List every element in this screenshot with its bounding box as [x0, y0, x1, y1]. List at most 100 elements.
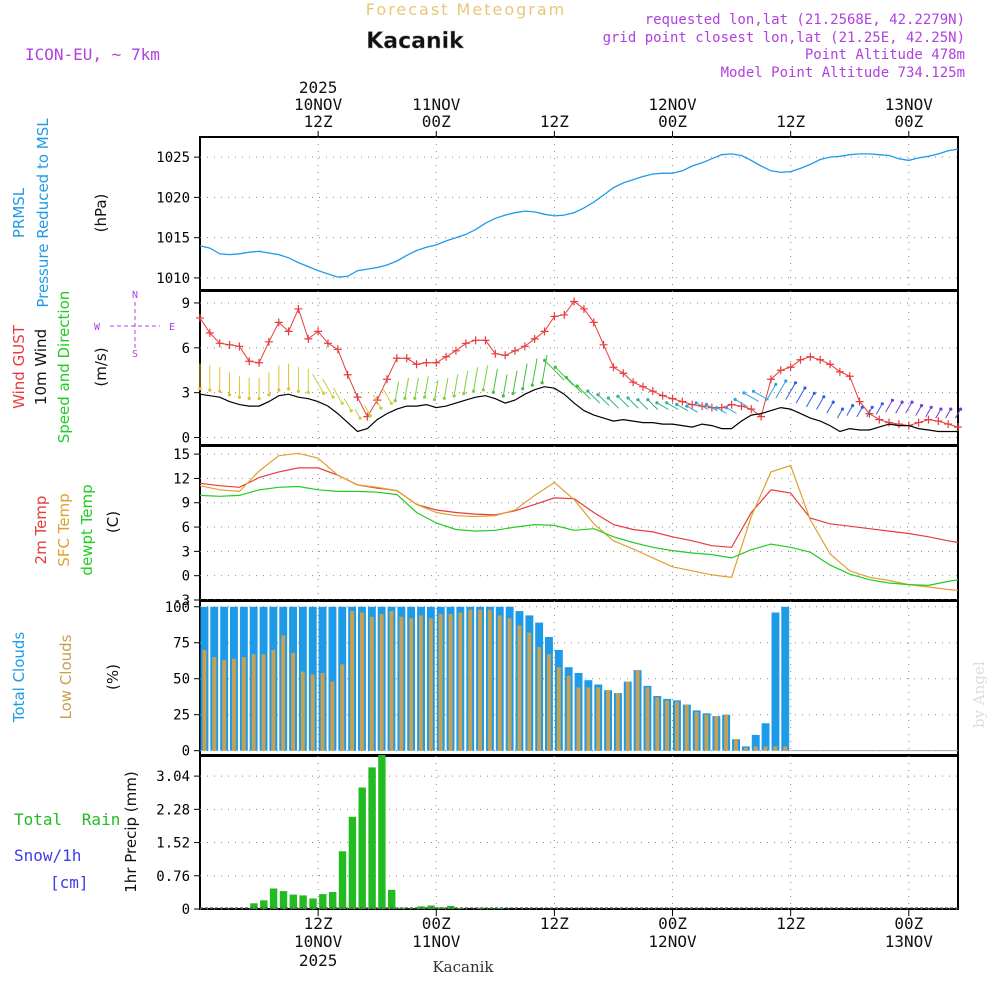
wind-gust-marker — [314, 327, 323, 336]
wind-gust-marker — [461, 339, 470, 348]
wind-direction-arrow — [816, 396, 825, 410]
low-clouds-bar — [537, 647, 542, 751]
wind-gust-marker — [776, 366, 785, 375]
wind-direction-arrow — [875, 403, 883, 415]
requested-lonlat: requested lon,lat (21.2568E, 42.2279N) — [645, 12, 965, 28]
wind-arrow-head — [389, 401, 393, 405]
top-hour-label: 12Z — [776, 112, 805, 131]
wind-gust-marker — [619, 369, 628, 378]
low-clouds-bar — [330, 681, 335, 751]
wind-arrow-head — [831, 400, 835, 404]
wind-gust-marker — [579, 304, 588, 313]
total-rain-label: Total Rain — [14, 810, 120, 829]
wind-gust-marker — [245, 357, 254, 366]
wind-arrow-head — [530, 383, 534, 387]
wind-direction-arrow — [666, 402, 679, 410]
wind-gust-marker — [540, 327, 549, 336]
low-clouds-bar — [320, 673, 325, 751]
top-hour-label: 12Z — [304, 112, 333, 131]
wind-arrow-head — [358, 416, 362, 420]
wind-panel: Wind GUST 10m Wind Speed and Direction (… — [10, 290, 963, 447]
wind-gust-marker — [284, 327, 293, 336]
wind-gust-marker — [944, 420, 953, 429]
wind-arrow-head — [840, 407, 845, 411]
panel-frame — [199, 445, 959, 601]
rain-bar — [388, 889, 396, 909]
wind-gust-marker — [274, 318, 283, 327]
rain-bar — [299, 895, 307, 909]
wind-direction-arrow — [443, 377, 449, 399]
wind-arrow-head — [704, 402, 709, 406]
rain-bar — [348, 816, 357, 909]
wind-direction-arrow — [836, 408, 843, 419]
wind-gust-marker — [550, 312, 559, 321]
bottom-date-label: 13NOV — [885, 932, 934, 951]
wind-direction-arrow — [765, 384, 777, 402]
wind-direction-arrow — [473, 367, 479, 392]
low-clouds-bar — [300, 671, 305, 751]
temp-unit: (C) — [104, 511, 122, 533]
wind-direction-arrow — [935, 408, 942, 419]
wind-gust-marker — [215, 339, 224, 348]
y-tick-label: 3 — [182, 544, 190, 560]
wind-gust-label: Wind GUST — [10, 324, 28, 409]
wind-gust-marker — [383, 375, 392, 384]
low-clouds-bar — [606, 690, 610, 751]
compass-south: S — [132, 349, 138, 360]
low-clouds-bar — [665, 700, 669, 751]
wind-direction-arrow — [434, 379, 439, 400]
wind-gust-marker — [806, 352, 815, 361]
wind-gust-marker — [570, 297, 579, 306]
low-clouds-bar — [222, 660, 227, 751]
wind-direction-arrow — [372, 394, 382, 409]
wind-gust-marker — [323, 339, 332, 348]
wind-direction-arrow — [544, 360, 565, 381]
wind-direction-arrow — [343, 398, 352, 411]
low-clouds-bar — [212, 657, 217, 751]
temp-sfc-label: SFC Temp — [55, 493, 73, 566]
wind-direction-arrow — [607, 397, 619, 409]
low-clouds-bar — [291, 652, 295, 751]
gridpoint-lonlat: grid point closest lon,lat (21.25E, 42.2… — [603, 30, 965, 46]
wind-direction-arrow — [617, 395, 630, 408]
bottom-hour-label: 12Z — [304, 914, 333, 933]
wind-arrow-head — [910, 400, 914, 404]
bottom-hour-label: 12Z — [776, 914, 805, 933]
wind-arrow-head — [481, 388, 485, 392]
temp-sfc-line — [199, 452, 959, 591]
wind-direction-arrow — [866, 407, 873, 418]
wind-direction-arrow — [647, 399, 659, 410]
low-clouds-bar — [458, 612, 463, 751]
wind-arrow-head — [247, 396, 251, 401]
low-clouds-bar — [369, 616, 374, 751]
compass-north: N — [132, 290, 138, 301]
wind-arrow-head — [949, 407, 953, 411]
wind-direction-arrow — [805, 393, 815, 408]
wind-arrow-head — [227, 393, 232, 397]
rain-bar — [289, 894, 297, 909]
clouds-panel: Total Clouds Low Clouds (%) 0 25 50 75 100 — [10, 600, 959, 760]
low-clouds-bar — [547, 654, 551, 751]
wind-gust-marker — [451, 346, 460, 355]
wind-arrow-head — [553, 365, 557, 369]
wind-arrow-head — [626, 396, 630, 400]
y-tick-label: 0 — [182, 431, 190, 447]
low-clouds-bar — [625, 681, 630, 751]
bottom-hour-label: 00Z — [658, 914, 687, 933]
precip-panel: Total Rain Snow/1h [cm] 1hr Precip (mm) … — [14, 755, 959, 918]
temp-dewpt-line — [199, 485, 959, 587]
rain-bar — [319, 894, 327, 909]
wind-direction-arrow — [795, 387, 806, 404]
bottom-hour-label: 12Z — [540, 914, 569, 933]
wind-arrow-head — [491, 390, 495, 394]
wind-direction-arrow — [676, 403, 689, 412]
wind-arrow-head — [322, 391, 326, 395]
total-clouds-bar — [781, 606, 790, 751]
wind-arrow-head — [257, 396, 261, 401]
wind-arrow-head — [803, 386, 807, 390]
point-altitude: Point Altitude 478m — [805, 47, 965, 63]
low-clouds-bar — [310, 674, 315, 751]
temp-2m-line — [199, 467, 959, 548]
y-tick-label: 0 — [182, 902, 190, 918]
